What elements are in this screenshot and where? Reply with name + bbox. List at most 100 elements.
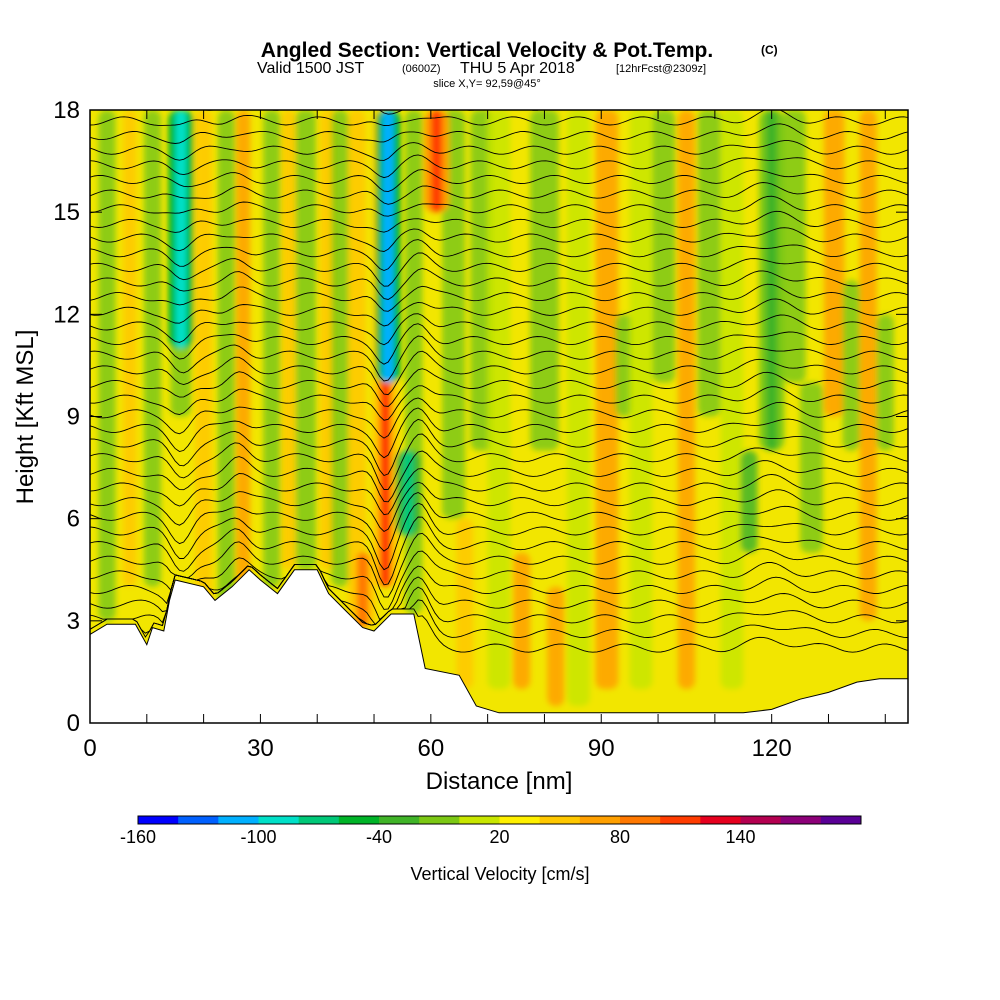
pot-temp-contour bbox=[90, 123, 908, 144]
velocity-band bbox=[547, 586, 565, 706]
x-tick-label: 120 bbox=[752, 735, 792, 762]
velocity-core bbox=[765, 110, 778, 451]
pot-temp-contour bbox=[90, 397, 908, 439]
colorbar-label: Vertical Velocity [cm/s] bbox=[410, 864, 589, 884]
colorbar-tick-label: 20 bbox=[489, 827, 509, 847]
y-axis: 0 3 6 9 12 15 18 bbox=[53, 97, 908, 737]
velocity-band bbox=[800, 382, 823, 553]
x-tick-label: 0 bbox=[83, 735, 96, 762]
pot-temp-contour bbox=[90, 195, 908, 217]
pot-temp-contour bbox=[90, 418, 908, 477]
chart-subtitle: Valid 1500 JST (0600Z) THU 5 Apr 2018 [1… bbox=[257, 60, 706, 77]
pot-temp-contour bbox=[90, 350, 908, 396]
velocity-core bbox=[382, 110, 394, 383]
colorbar-swatch bbox=[820, 816, 862, 824]
velocity-band bbox=[331, 110, 349, 587]
pot-temp-contour bbox=[90, 227, 908, 252]
velocity-band bbox=[487, 110, 511, 689]
velocity-band bbox=[236, 110, 251, 587]
colorbar-swatch bbox=[620, 816, 661, 824]
pot-temp-contour bbox=[90, 335, 908, 382]
colorbar-tick-label: -160 bbox=[120, 827, 156, 847]
pot-temp-contour bbox=[90, 110, 908, 127]
pot-temp-contour bbox=[90, 252, 908, 287]
velocity-band bbox=[859, 110, 877, 621]
subtitle-utc: (0600Z) bbox=[402, 63, 441, 75]
y-tick-label: 15 bbox=[53, 199, 80, 226]
colorbar-swatch bbox=[258, 816, 300, 824]
colorbar bbox=[137, 815, 862, 825]
velocity-band bbox=[98, 110, 116, 621]
pot-temp-contour bbox=[90, 481, 908, 533]
chart-title-unit: (C) bbox=[761, 43, 778, 57]
pot-temp-contours bbox=[90, 110, 908, 653]
colorbar-swatch bbox=[379, 816, 420, 824]
x-tick-label: 30 bbox=[247, 735, 274, 762]
y-tick-label: 9 bbox=[67, 404, 80, 431]
pot-temp-contour bbox=[90, 502, 908, 571]
chart-slice-info: slice X,Y= 92,59@45° bbox=[433, 78, 541, 90]
pot-temp-contour bbox=[90, 564, 908, 626]
velocity-band bbox=[720, 110, 744, 689]
velocity-band bbox=[122, 110, 137, 587]
velocity-band bbox=[456, 518, 474, 689]
pot-temp-contour bbox=[90, 516, 908, 586]
y-tick-label: 6 bbox=[67, 506, 80, 533]
pot-temp-contour bbox=[90, 407, 908, 459]
colorbar-tick-label: -40 bbox=[366, 827, 392, 847]
pot-temp-contour bbox=[90, 385, 908, 421]
pot-temp-contour bbox=[90, 283, 908, 312]
colorbar-tick-label: 80 bbox=[610, 827, 630, 847]
pot-temp-contour bbox=[90, 450, 908, 503]
pot-temp-contour bbox=[90, 492, 908, 552]
colorbar-swatch bbox=[298, 816, 340, 824]
pot-temp-contour bbox=[90, 298, 908, 327]
velocity-band bbox=[740, 450, 758, 553]
chart-title: Angled Section: Vertical Velocity & Pot.… bbox=[261, 39, 713, 62]
subtitle-fcst: [12hrFcst@2309z] bbox=[616, 63, 706, 75]
velocity-band bbox=[629, 110, 653, 689]
velocity-core bbox=[402, 450, 414, 536]
velocity-band bbox=[697, 110, 721, 417]
pot-temp-contour bbox=[90, 182, 908, 205]
terrain-mask bbox=[90, 569, 908, 723]
velocity-band bbox=[282, 110, 296, 570]
velocity-field bbox=[98, 110, 894, 706]
y-tick-label: 0 bbox=[67, 710, 80, 737]
colorbar-swatch bbox=[218, 816, 259, 824]
velocity-band bbox=[442, 110, 465, 519]
velocity-band bbox=[567, 110, 590, 706]
pot-temp-contour bbox=[90, 564, 908, 621]
x-tick-label: 60 bbox=[417, 735, 444, 762]
y-tick-label: 18 bbox=[53, 97, 80, 124]
pot-temp-contour bbox=[90, 313, 908, 346]
x-axis-label: Distance [nm] bbox=[426, 768, 573, 795]
colorbar-swatch bbox=[178, 816, 219, 824]
pot-temp-contour bbox=[90, 169, 908, 193]
velocity-core bbox=[175, 110, 187, 349]
pot-temp-contour bbox=[90, 532, 908, 598]
velocity-band bbox=[823, 110, 845, 417]
colorbar-swatch bbox=[499, 816, 541, 824]
colorbar-frame bbox=[137, 815, 862, 825]
pot-temp-contour bbox=[90, 368, 908, 407]
velocity-band bbox=[652, 110, 676, 383]
x-axis: 0 30 60 90 120 bbox=[83, 110, 886, 762]
pot-temp-contour bbox=[90, 323, 908, 365]
pot-temp-contour bbox=[90, 140, 908, 161]
pot-temp-contour bbox=[90, 239, 908, 271]
colorbar-tick-label: -100 bbox=[240, 827, 276, 847]
colorbar-ticks: -160 -100 -40 20 80 140 bbox=[120, 827, 756, 847]
pot-temp-contour bbox=[90, 154, 908, 179]
velocity-core bbox=[356, 552, 369, 628]
velocity-band bbox=[295, 110, 317, 570]
velocity-band bbox=[783, 110, 806, 383]
velocity-band bbox=[143, 110, 162, 587]
subtitle-valid: Valid 1500 JST bbox=[257, 60, 365, 77]
velocity-band bbox=[677, 110, 695, 689]
velocity-band bbox=[217, 110, 235, 604]
velocity-band bbox=[595, 110, 619, 689]
colorbar-swatch bbox=[740, 816, 782, 824]
velocity-band bbox=[348, 110, 366, 621]
